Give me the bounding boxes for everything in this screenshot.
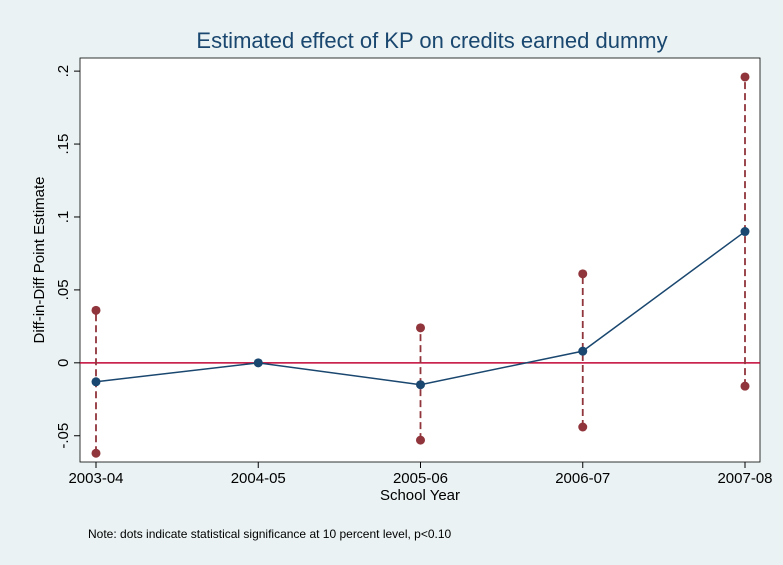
estimate-dot (578, 346, 588, 356)
ci-lower-dot (416, 435, 425, 445)
ci-upper-dot (416, 323, 425, 333)
y-tick-label: .1 (55, 211, 72, 224)
y-tick-label: 0 (55, 359, 72, 367)
ci-upper-dot (91, 305, 101, 315)
x-tick-label: 2003-04 (68, 470, 123, 487)
y-tick-label: .15 (55, 134, 72, 155)
y-tick-label: .05 (55, 279, 72, 300)
x-tick-label: 2006-07 (555, 470, 610, 487)
y-tick-label: .2 (55, 65, 72, 78)
x-axis-label: School Year (380, 487, 460, 504)
ci-lower-dot (578, 422, 588, 432)
estimate-dot (91, 377, 101, 387)
estimate-dot (253, 358, 263, 368)
y-axis-label: Diff-in-Diff Point Estimate (31, 177, 48, 344)
ci-lower-dot (91, 448, 101, 458)
estimate-dot (740, 227, 750, 237)
x-tick-label: 2007-08 (717, 470, 772, 487)
estimate-dot (416, 380, 425, 390)
x-tick-label: 2005-06 (393, 470, 448, 487)
note: Note: dots indicate statistical signific… (88, 527, 452, 541)
ci-upper-dot (740, 72, 750, 82)
chart-title: Estimated effect of KP on credits earned… (196, 28, 667, 53)
ci-lower-dot (740, 381, 750, 391)
y-tick-label: -.05 (55, 423, 72, 449)
x-tick-label: 2004-05 (231, 470, 286, 487)
ci-upper-dot (578, 269, 588, 279)
